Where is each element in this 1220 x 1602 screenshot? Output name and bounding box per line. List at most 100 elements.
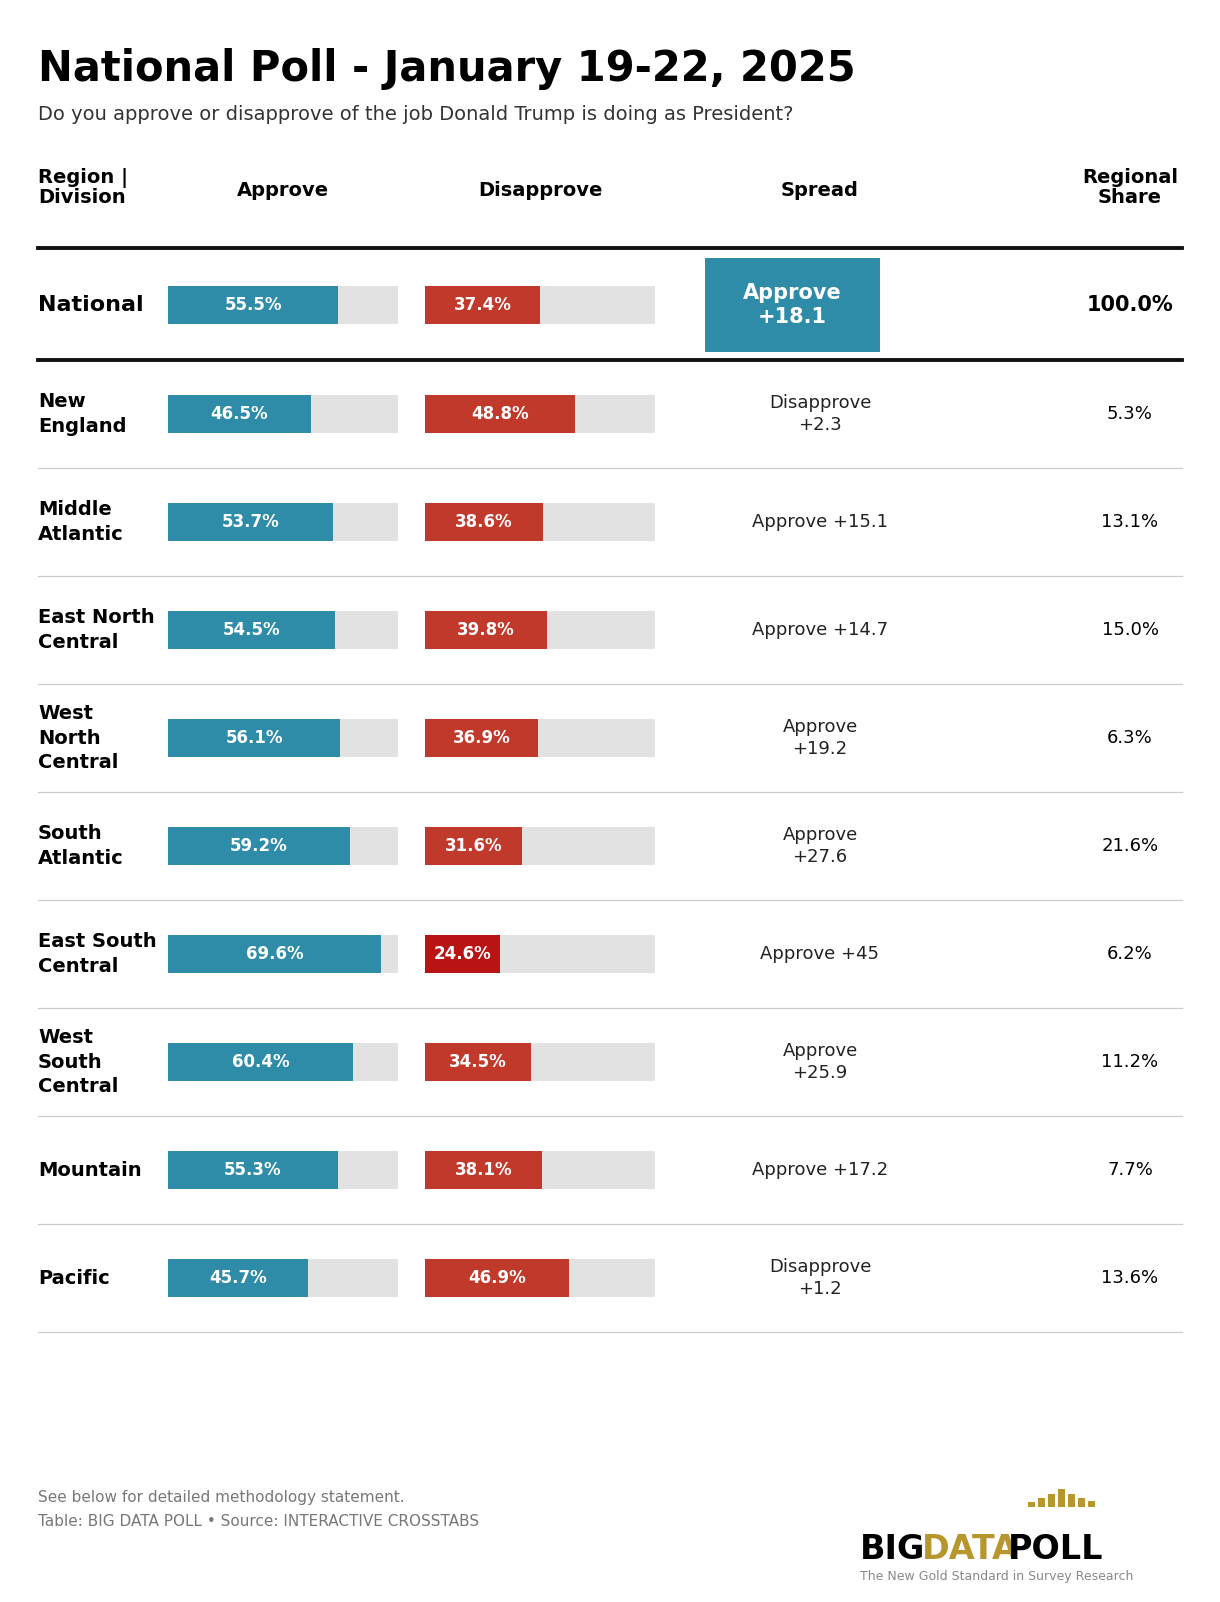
Text: 45.7%: 45.7% [209,1269,267,1286]
Bar [425,936,500,972]
Bar [425,1259,655,1298]
Text: 13.6%: 13.6% [1102,1269,1159,1286]
Bar [705,258,880,352]
Text: 6.2%: 6.2% [1107,945,1153,963]
Text: West
South
Central: West South Central [38,1028,118,1096]
Bar [425,1043,531,1081]
Text: 55.5%: 55.5% [224,296,282,314]
Bar [168,287,338,324]
Text: 38.1%: 38.1% [455,1161,512,1179]
Text: 11.2%: 11.2% [1102,1053,1159,1072]
Text: East North
Central: East North Central [38,609,155,652]
Bar [168,503,398,541]
Bar [168,1259,309,1298]
Bar [425,719,655,758]
Text: 37.4%: 37.4% [454,296,511,314]
Bar [425,396,655,433]
Text: 60.4%: 60.4% [232,1053,289,1072]
Text: 15.0%: 15.0% [1102,622,1159,639]
Text: Table: BIG DATA POLL • Source: INTERACTIVE CROSSTABS: Table: BIG DATA POLL • Source: INTERACTI… [38,1514,479,1528]
Bar [425,827,522,865]
Text: 7.7%: 7.7% [1107,1161,1153,1179]
Bar [168,287,398,324]
Text: National: National [38,295,144,316]
Bar [168,719,340,758]
Text: Approve +15.1: Approve +15.1 [752,513,888,530]
Text: Approve
+18.1: Approve +18.1 [743,282,842,327]
Bar [168,1259,398,1298]
Text: The New Gold Standard in Survey Research: The New Gold Standard in Survey Research [860,1570,1133,1583]
Bar [168,610,398,649]
Text: 31.6%: 31.6% [444,836,503,855]
Text: National Poll - January 19-22, 2025: National Poll - January 19-22, 2025 [38,48,855,90]
Text: West
North
Central: West North Central [38,705,118,772]
Text: 38.6%: 38.6% [455,513,512,530]
Text: Approve: Approve [237,181,329,200]
Text: 56.1%: 56.1% [226,729,283,747]
Text: Approve
+19.2: Approve +19.2 [782,718,858,758]
Text: 34.5%: 34.5% [449,1053,506,1072]
Text: New
England: New England [38,392,127,436]
Bar [425,1150,542,1189]
Text: 13.1%: 13.1% [1102,513,1159,530]
Text: Approve +45: Approve +45 [760,945,880,963]
Text: 48.8%: 48.8% [471,405,528,423]
Bar [425,936,655,972]
Text: 21.6%: 21.6% [1102,836,1159,855]
Bar [1048,1495,1055,1507]
Text: 100.0%: 100.0% [1087,295,1174,316]
Text: Region |: Region | [38,168,128,187]
Bar [425,827,655,865]
Bar [425,1043,655,1081]
Bar [1068,1495,1075,1507]
Bar [425,610,547,649]
Bar [168,1043,398,1081]
Bar [425,610,655,649]
Text: Mountain: Mountain [38,1160,142,1179]
Bar [1088,1501,1096,1507]
Text: 5.3%: 5.3% [1107,405,1153,423]
Bar [1078,1498,1085,1507]
Bar [425,1150,655,1189]
Bar [168,396,311,433]
Text: 46.5%: 46.5% [211,405,268,423]
Bar [1038,1498,1046,1507]
Text: South
Atlantic: South Atlantic [38,825,123,868]
Text: 39.8%: 39.8% [458,622,515,639]
Bar [425,719,538,758]
Text: Do you approve or disapprove of the job Donald Trump is doing as President?: Do you approve or disapprove of the job … [38,106,793,123]
Text: BIG: BIG [860,1533,926,1567]
Text: 24.6%: 24.6% [434,945,492,963]
Bar [168,503,333,541]
Bar [1028,1503,1035,1507]
Text: See below for detailed methodology statement.: See below for detailed methodology state… [38,1490,405,1504]
Text: 53.7%: 53.7% [222,513,279,530]
Text: 36.9%: 36.9% [453,729,510,747]
Bar [425,287,655,324]
Bar [425,396,575,433]
Bar [425,503,543,541]
Text: Middle
Atlantic: Middle Atlantic [38,500,123,543]
Text: Pacific: Pacific [38,1269,110,1288]
Bar [168,610,336,649]
Text: DATA: DATA [922,1533,1019,1567]
Bar [168,827,350,865]
Bar [168,936,398,972]
Text: East South
Central: East South Central [38,932,156,976]
Bar [425,503,655,541]
Bar [168,1150,338,1189]
Bar [168,827,398,865]
Text: Approve
+27.6: Approve +27.6 [782,827,858,867]
Text: Approve
+25.9: Approve +25.9 [782,1041,858,1081]
Text: Share: Share [1098,187,1161,207]
Text: Spread: Spread [781,181,859,200]
Bar [425,1259,569,1298]
Text: Approve +14.7: Approve +14.7 [752,622,888,639]
Bar [425,287,539,324]
Text: 46.9%: 46.9% [468,1269,526,1286]
Text: 6.3%: 6.3% [1107,729,1153,747]
Text: POLL: POLL [1008,1533,1104,1567]
Text: 69.6%: 69.6% [246,945,304,963]
Text: 59.2%: 59.2% [229,836,288,855]
Text: Disapprove
+1.2: Disapprove +1.2 [769,1258,871,1298]
